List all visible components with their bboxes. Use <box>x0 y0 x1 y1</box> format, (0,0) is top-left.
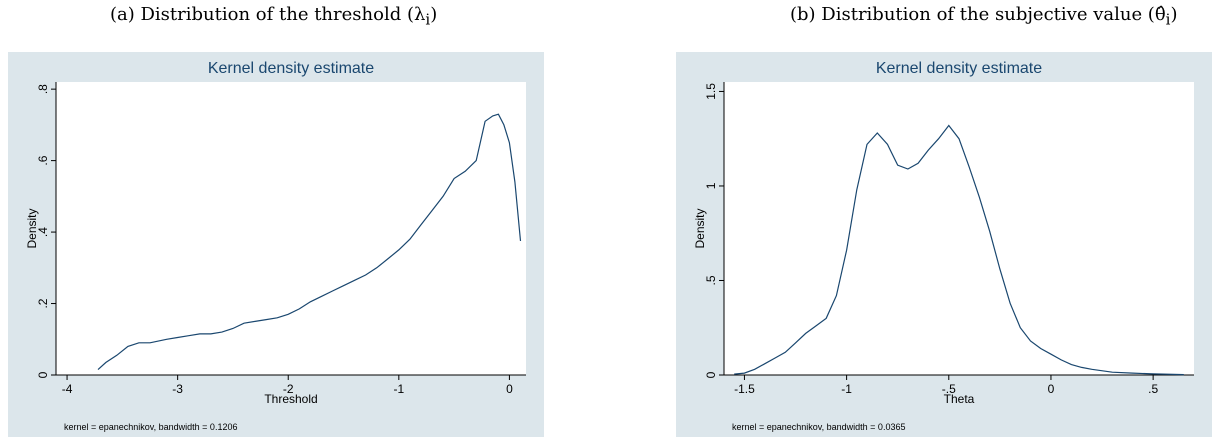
chart-a: Kernel density estimate -4 -3 -2 -1 0 0 .2 .4 .6.… <box>8 52 544 437</box>
chart-b: Kernel density estimate -1.5 -1 -.5 0 .5 0 .5 1 1… <box>676 52 1212 437</box>
chart-title: Kernel density estimate <box>208 60 374 77</box>
x-tick-label: -1.5 <box>734 382 755 396</box>
caption-b: (b) Distribution of the subjective value… <box>790 4 1178 29</box>
y-tick-label: .4 <box>36 227 50 237</box>
x-tick-label: 0 <box>506 382 513 396</box>
density-line <box>734 124 1184 376</box>
x-tick-label: 0 <box>1048 382 1055 396</box>
caption-a: (a) Distribution of the threshold (λi) <box>110 4 438 29</box>
caption-a-subscript: i <box>425 10 431 29</box>
y-axis-label: Density <box>25 208 39 248</box>
chart-title: Kernel density estimate <box>876 60 1042 77</box>
x-axis-label: Theta <box>944 392 975 406</box>
density-line <box>97 113 522 371</box>
caption-b-subscript: i <box>1165 10 1171 29</box>
y-tick-label: .5 <box>704 275 718 285</box>
x-tick-label: -.5 <box>942 382 956 396</box>
y-tick-label: 1.5 <box>704 83 718 100</box>
x-tick-label: .5 <box>1148 382 1158 396</box>
y-tick-label: .2 <box>36 298 50 308</box>
kernel-note: kernel = epanechnikov, bandwidth = 0.120… <box>64 422 237 432</box>
x-tick-label: -2 <box>283 382 294 396</box>
x-tick-label: -3 <box>172 382 183 396</box>
y-tick-label: 0 <box>704 371 718 378</box>
y-tick-label: .8 <box>36 84 50 94</box>
x-axis-label: Threshold <box>264 392 317 406</box>
caption-b-text: (b) Distribution of the subjective value… <box>790 4 1166 25</box>
y-tick-label: 0 <box>36 371 50 378</box>
kernel-note: kernel = epanechnikov, bandwidth = 0.036… <box>732 422 905 432</box>
y-tick-label: .6 <box>36 155 50 165</box>
x-tick-label: -1 <box>841 382 852 396</box>
caption-a-text: (a) Distribution of the threshold (λ <box>110 4 426 25</box>
y-axis-label: Density <box>693 208 707 248</box>
plot-area <box>56 82 526 375</box>
x-tick-label: -1 <box>393 382 404 396</box>
x-tick-label: -4 <box>62 382 73 396</box>
plot-area <box>724 82 1194 375</box>
y-tick-label: 1 <box>704 182 718 189</box>
